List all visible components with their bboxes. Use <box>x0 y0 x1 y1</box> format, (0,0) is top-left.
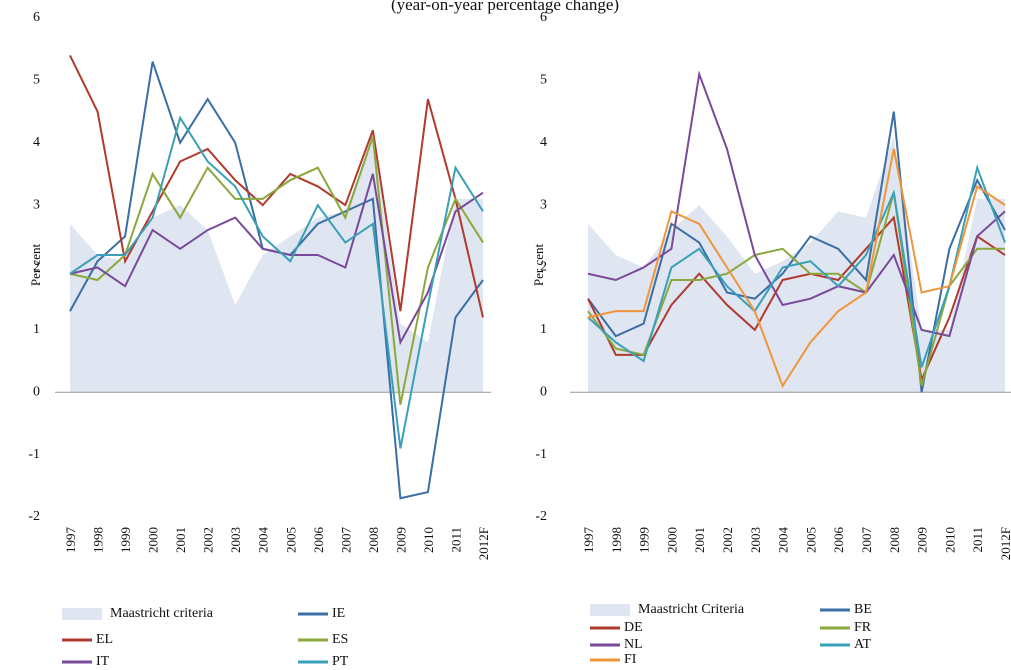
y-tick-label: 4 <box>540 135 547 150</box>
x-tick-label: 1999 <box>118 527 133 553</box>
x-tick-label: 2009 <box>393 527 408 553</box>
x-tick-label: 2001 <box>173 527 188 553</box>
y-tick-label: 3 <box>33 197 40 212</box>
subtitle: (year-on-year percentage change) <box>391 0 619 14</box>
legend-label: NL <box>624 637 643 652</box>
x-tick-label: 1997 <box>63 527 78 554</box>
y-tick-label: 5 <box>540 73 547 88</box>
x-tick-label: 2006 <box>311 527 326 554</box>
y-tick-label: 2 <box>33 260 40 275</box>
y-tick-label: 6 <box>540 10 547 25</box>
x-tick-label: 1998 <box>609 527 624 553</box>
line <box>587 148 1006 389</box>
legend-label: Maastricht Criteria <box>638 602 745 617</box>
x-tick-label: 2003 <box>228 527 243 553</box>
x-tick-label: 2008 <box>366 527 381 553</box>
x-tick-label: 2011 <box>970 527 985 553</box>
y-tick-label: 4 <box>33 135 40 150</box>
y-tick-label: 1 <box>33 322 40 337</box>
line <box>69 173 484 346</box>
y-tick-label: -1 <box>28 447 40 462</box>
legend-label: FR <box>854 620 872 635</box>
x-tick-label: 2004 <box>776 527 791 554</box>
y-axis-title: Per cent <box>531 243 546 286</box>
line <box>587 215 1006 384</box>
x-tick-label: 2007 <box>338 527 353 554</box>
x-tick-label: 2005 <box>283 527 298 553</box>
x-tick-label: 1997 <box>581 527 596 554</box>
line <box>69 115 484 449</box>
y-tick-label: -1 <box>535 447 547 462</box>
x-tick-label: 2004 <box>256 527 271 554</box>
x-tick-label: 1999 <box>637 527 652 553</box>
y-tick-label: -2 <box>535 509 547 524</box>
x-tick-label: 2011 <box>448 527 463 553</box>
legend-label: Maastricht criteria <box>110 606 214 621</box>
x-tick-label: 2000 <box>146 527 161 553</box>
legend-label: EL <box>96 632 113 647</box>
y-axis-title: Per cent <box>28 243 43 286</box>
y-tick-label: 0 <box>33 384 40 399</box>
x-tick-label: 2002 <box>720 527 735 553</box>
x-tick-label: 2005 <box>803 527 818 553</box>
area <box>70 136 483 393</box>
x-tick-label: 2006 <box>831 527 846 554</box>
x-tick-label: 2000 <box>664 527 679 553</box>
x-tick-label: 1998 <box>91 527 106 553</box>
legend-swatch <box>62 608 102 620</box>
legend-swatch <box>590 604 630 616</box>
x-tick-label: 2001 <box>692 527 707 553</box>
x-tick-label: 2009 <box>915 527 930 553</box>
line <box>69 136 484 405</box>
legend-label: FI <box>624 652 637 667</box>
y-tick-label: 2 <box>540 260 547 275</box>
x-tick-label: 2010 <box>942 527 957 553</box>
legend-label: DE <box>624 620 643 635</box>
line <box>587 164 1006 368</box>
y-tick-label: 3 <box>540 197 547 212</box>
legend-label: PT <box>332 654 349 669</box>
line <box>587 111 1006 393</box>
x-tick-label: 2003 <box>748 527 763 553</box>
x-tick-label: 2010 <box>421 527 436 553</box>
x-tick-label: 2008 <box>887 527 902 553</box>
x-tick-label: 2012F <box>476 527 491 560</box>
y-tick-label: 6 <box>33 10 40 25</box>
legend-label: ES <box>332 632 348 647</box>
x-tick-label: 2002 <box>201 527 216 553</box>
legend-label: AT <box>854 637 872 652</box>
y-tick-label: -2 <box>28 509 40 524</box>
legend-label: IE <box>332 606 345 621</box>
legend-label: BE <box>854 602 872 617</box>
y-tick-label: 0 <box>540 384 547 399</box>
legend-label: IT <box>96 654 110 669</box>
y-tick-label: 1 <box>540 322 547 337</box>
y-tick-label: 5 <box>33 73 40 88</box>
x-tick-label: 2007 <box>859 527 874 554</box>
x-tick-label: 2012F <box>998 527 1011 560</box>
